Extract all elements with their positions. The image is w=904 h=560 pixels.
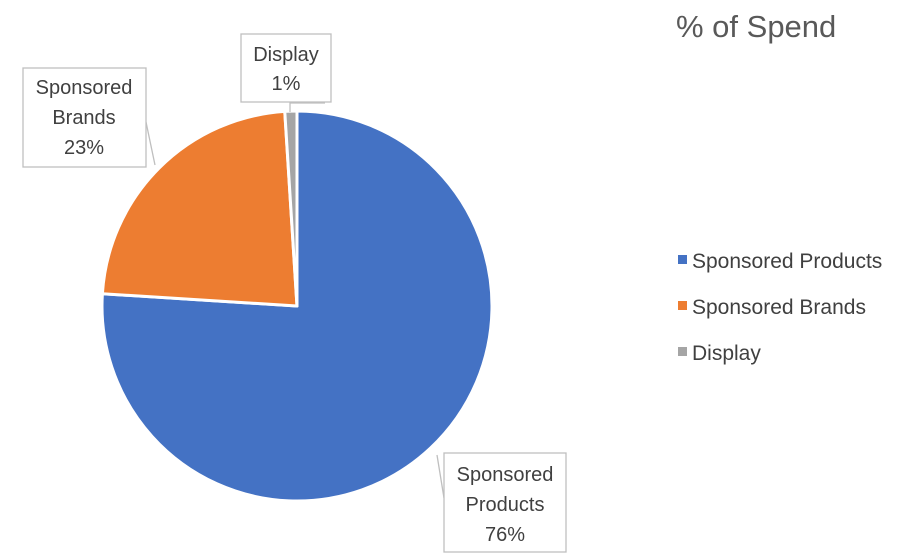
data-label-display: Display 1% [240,33,332,112]
data-label-sponsored-products: Sponsored Products 76% [436,452,567,553]
leader-line-sponsored-products [436,454,445,499]
legend-label-display: Display [692,342,761,365]
legend-label-sponsored-products: Sponsored Products [692,250,882,273]
pie-slice-sponsored-products[interactable] [100,109,494,503]
leader-line-display [289,102,325,112]
data-label-display-line-2: 1% [272,73,301,95]
legend-item-sponsored-brands[interactable]: Sponsored Brands [678,296,866,319]
data-label-sponsored-products-line-1: Sponsored [457,464,554,486]
pie-slice-sponsored-brands[interactable] [100,109,299,308]
callout-box-display [240,33,332,103]
data-label-sponsored-brands: Sponsored Brands 23% [22,67,156,168]
pie-slice-display[interactable] [283,109,299,308]
leader-line-sponsored-brands [145,121,156,166]
data-label-sponsored-brands-line-3: 23% [64,137,104,159]
pie-slices [100,109,494,503]
legend-item-display[interactable]: Display [678,342,761,365]
chart-title: % of Spend [676,9,836,44]
data-label-sponsored-products-line-2: Products [466,494,545,516]
data-label-sponsored-brands-line-2: Brands [52,107,115,129]
legend: Sponsored Products Sponsored Brands Disp… [678,250,882,365]
legend-item-sponsored-products[interactable]: Sponsored Products [678,250,882,273]
legend-swatch-sponsored-products [678,255,687,264]
legend-swatch-sponsored-brands [678,301,687,310]
data-label-sponsored-brands-line-1: Sponsored [36,77,133,99]
data-label-display-line-1: Display [253,44,319,66]
legend-label-sponsored-brands: Sponsored Brands [692,296,866,319]
callout-box-sponsored-products [443,452,567,553]
callout-box-sponsored-brands [22,67,147,168]
legend-swatch-display [678,347,687,356]
data-label-sponsored-products-line-3: 76% [485,524,525,546]
